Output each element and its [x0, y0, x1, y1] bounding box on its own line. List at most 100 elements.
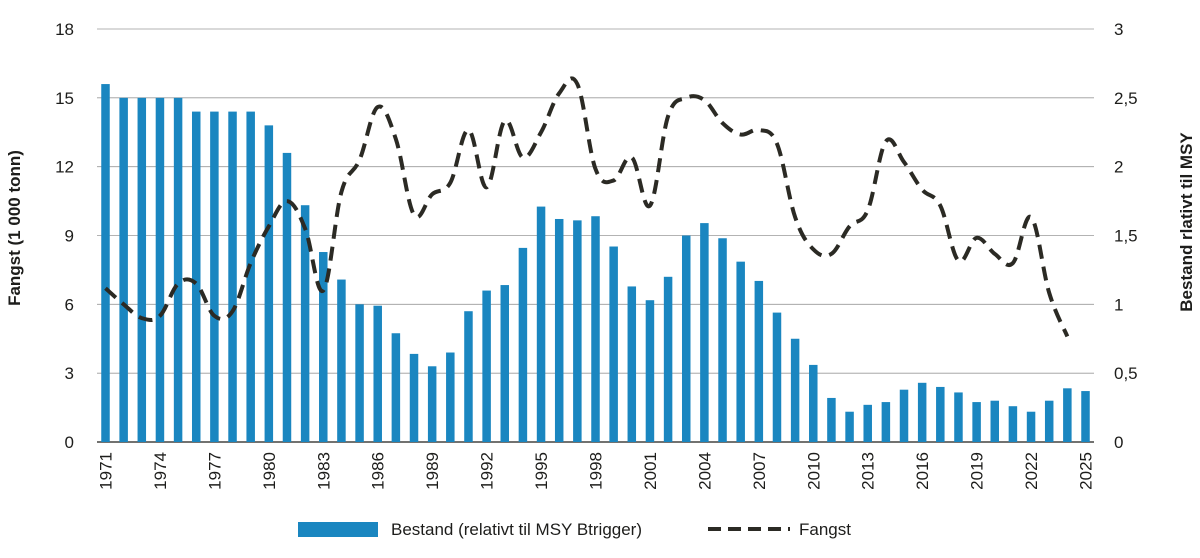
line-series-fangst	[104, 76, 1070, 338]
bar-1985	[355, 304, 364, 442]
x-tick-label: 2013	[859, 452, 878, 490]
bar-1998	[591, 216, 600, 442]
bar-1987	[391, 333, 401, 442]
right-tick-label: 2,5	[1114, 89, 1138, 108]
bar-1982	[300, 205, 310, 442]
bar-2019	[972, 402, 981, 442]
bar-2014	[881, 402, 891, 442]
x-tick-label: 1986	[369, 452, 388, 490]
x-tick-label: 1989	[423, 452, 442, 490]
left-tick-label: 3	[65, 364, 74, 383]
bar-1980	[264, 125, 274, 442]
left-tick-label: 18	[55, 20, 74, 39]
bar-1988	[409, 353, 419, 442]
left-tick-label: 0	[65, 433, 74, 452]
bar-2011	[827, 397, 836, 442]
bar-2023	[1044, 400, 1054, 442]
legend-label-fangst: Fangst	[799, 520, 851, 539]
right-tick-label: 0,5	[1114, 364, 1138, 383]
bar-2016	[917, 382, 927, 442]
bar-2007	[754, 280, 764, 442]
left-axis-ticks: 0 3 6 9 12 15 18	[55, 20, 74, 452]
bar-2003	[681, 235, 691, 442]
bar-2001	[645, 300, 655, 442]
bar-1971	[101, 84, 110, 443]
bar-2024	[1063, 388, 1072, 442]
bar-2010	[809, 364, 818, 442]
x-tick-label: 1983	[314, 452, 333, 490]
bar-1977	[210, 111, 219, 442]
legend-swatch-bestand	[298, 522, 378, 537]
x-tick-label: 1977	[205, 452, 224, 490]
bar-1999	[609, 246, 618, 442]
bar-1975	[173, 97, 183, 442]
x-tick-label: 1980	[260, 452, 279, 490]
fangst-line	[104, 76, 1070, 338]
x-axis-ticks: 1971 1974 1977 1980 1983 1986 1989 1992 1995 1998…	[97, 452, 1096, 490]
bar-2002	[663, 276, 673, 442]
legend: Bestand (relativt til MSY Btrigger) Fang…	[298, 520, 851, 539]
bar-2020	[990, 400, 1000, 442]
bar-2012	[845, 411, 854, 442]
bar-2006	[736, 261, 745, 442]
left-tick-label: 9	[65, 227, 74, 246]
left-axis-title: Fangst (1 000 tonn)	[5, 150, 24, 306]
x-tick-label: 2010	[804, 452, 823, 490]
bar-2008	[772, 312, 782, 442]
bar-1984	[337, 279, 346, 442]
bar-1997	[573, 220, 582, 442]
bar-1995	[536, 206, 546, 442]
x-tick-label: 2007	[750, 452, 769, 490]
bar-1973	[137, 97, 147, 442]
bar-1974	[155, 97, 165, 442]
right-tick-label: 3	[1114, 20, 1123, 39]
legend-label-bestand: Bestand (relativt til MSY Btrigger)	[391, 520, 642, 539]
bar-1996	[554, 218, 564, 442]
bar-2009	[790, 338, 800, 442]
bar-1992	[482, 290, 491, 442]
bar-1979	[246, 111, 255, 442]
bar-2013	[863, 404, 872, 442]
x-tick-label: 2022	[1022, 452, 1041, 490]
bar-2025	[1081, 391, 1090, 442]
bar-1989	[427, 366, 437, 442]
bar-2017	[936, 386, 945, 442]
bar-series-bestand	[101, 84, 1090, 443]
x-tick-label: 2019	[968, 452, 987, 490]
bar-1990	[446, 352, 455, 442]
x-tick-label: 1998	[587, 452, 606, 490]
x-tick-label: 1995	[532, 452, 551, 490]
x-tick-label: 2025	[1077, 452, 1096, 490]
right-tick-label: 1,5	[1114, 227, 1138, 246]
x-tick-label: 1992	[478, 452, 497, 490]
bar-1981	[282, 152, 292, 442]
bar-1994	[518, 247, 528, 442]
x-tick-label: 2004	[695, 452, 714, 490]
bar-2005	[718, 238, 727, 442]
bar-1972	[119, 97, 128, 442]
bar-2021	[1008, 406, 1018, 442]
left-tick-label: 12	[55, 158, 74, 177]
right-tick-label: 2	[1114, 158, 1123, 177]
bar-1978	[228, 111, 237, 442]
x-tick-label: 2016	[913, 452, 932, 490]
bar-2018	[954, 392, 963, 442]
left-tick-label: 15	[55, 89, 74, 108]
bar-1993	[500, 285, 510, 442]
right-axis-title: Bestand rlativt til MSY	[1177, 132, 1196, 312]
bar-2022	[1026, 411, 1036, 442]
right-tick-label: 0	[1114, 433, 1123, 452]
x-tick-label: 2001	[641, 452, 660, 490]
bar-2015	[899, 389, 909, 442]
x-tick-label: 1974	[151, 452, 170, 490]
bar-1983	[319, 252, 328, 442]
bar-1976	[191, 111, 201, 442]
bar-2004	[700, 223, 709, 442]
bar-1986	[373, 305, 382, 442]
x-tick-label: 1971	[97, 452, 116, 490]
bar-1991	[464, 311, 473, 442]
bar-2000	[627, 286, 637, 442]
right-axis-ticks: 0 0,5 1 1,5 2 2,5 3	[1114, 20, 1138, 452]
right-tick-label: 1	[1114, 295, 1123, 314]
